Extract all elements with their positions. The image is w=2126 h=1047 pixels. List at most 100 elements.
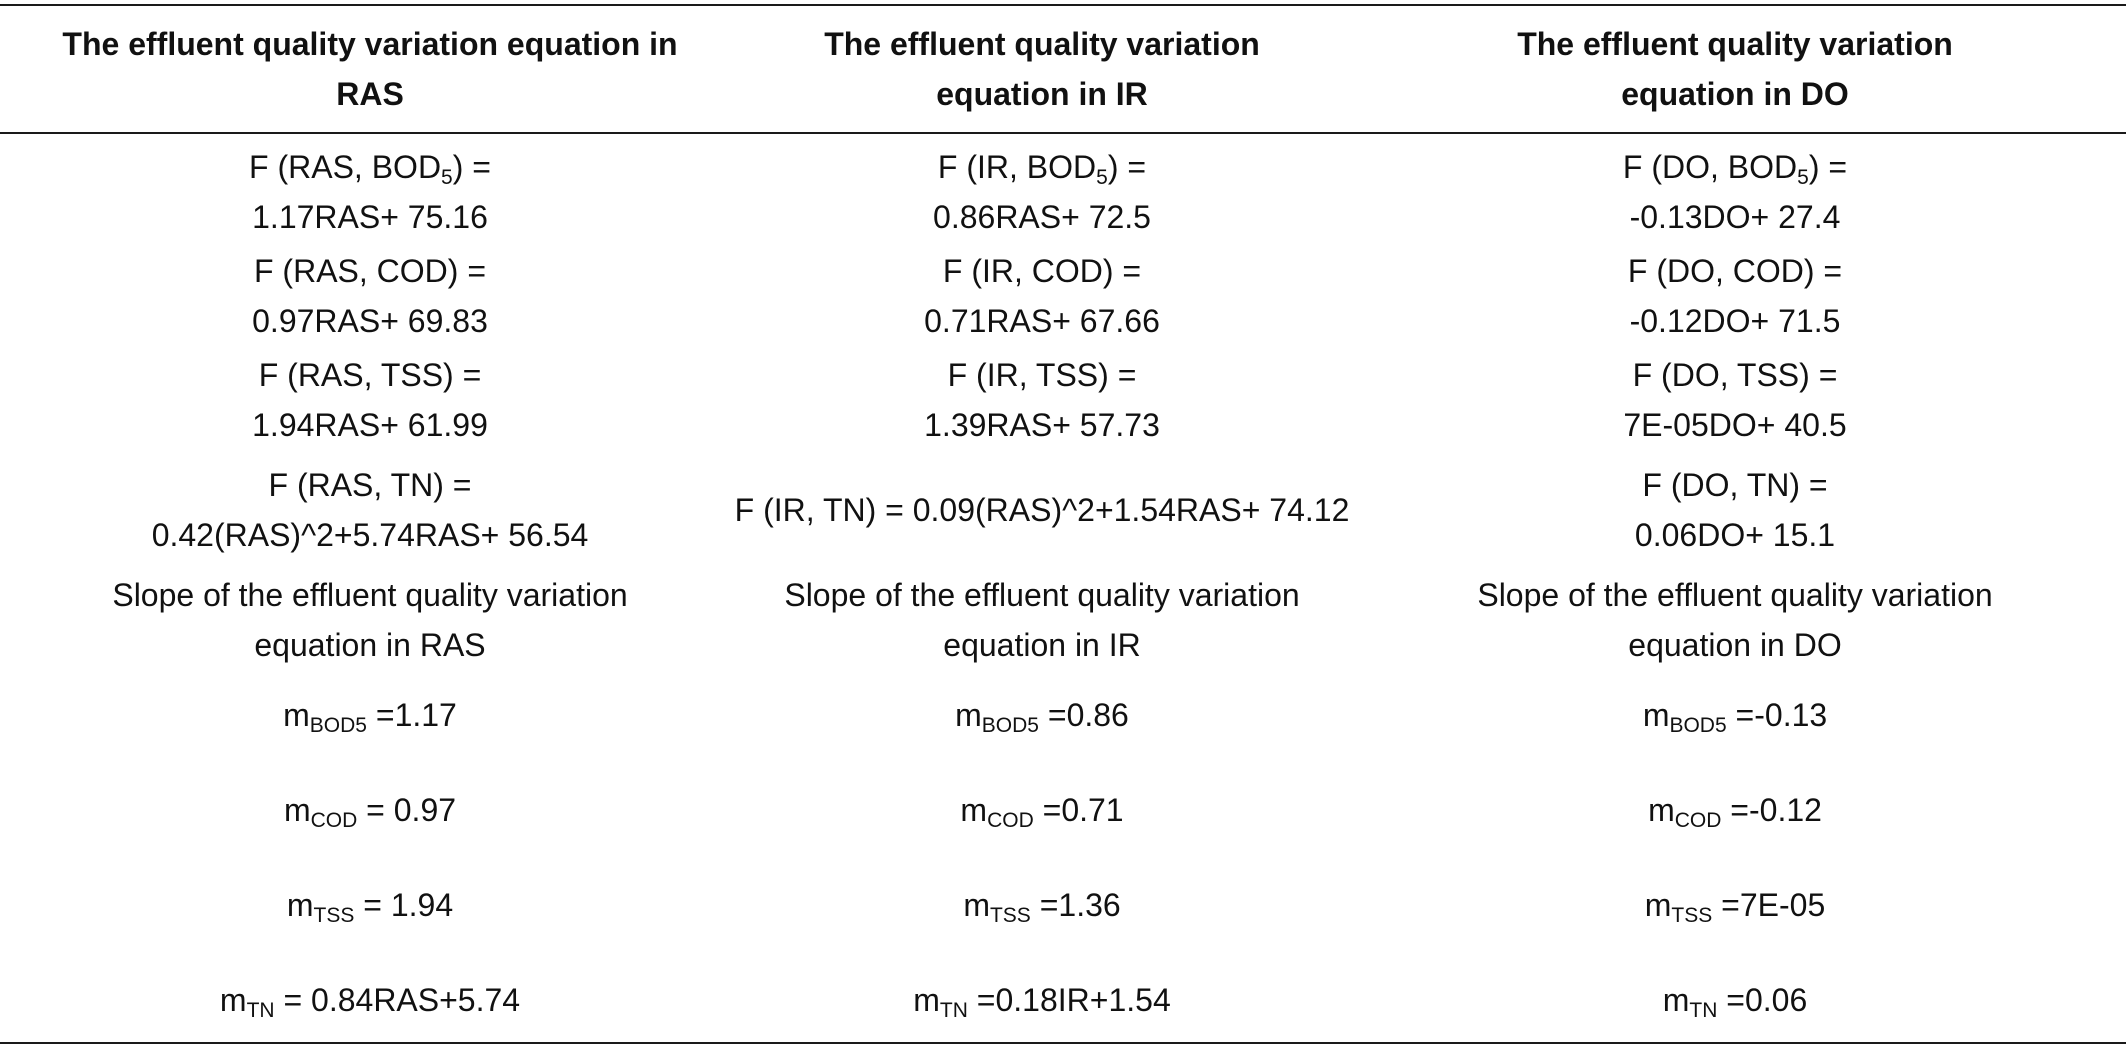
equation-rhs: 1.39RAS+ 57.73 (924, 407, 1160, 443)
slope-subscript: TN (939, 999, 968, 1022)
column-header-ir: The effluent quality variation equation … (740, 8, 1344, 130)
slope-subscript: COD (310, 809, 358, 832)
slope-symbol: m (1648, 792, 1675, 828)
equation-lhs: F (IR, COD) = (942, 253, 1142, 289)
column-header-ras-text: The effluent quality variation equation … (62, 26, 678, 112)
equation-rhs: 1.17RAS+ 75.16 (252, 199, 488, 235)
slope-cell-ras-tn: mTN = 0.84RAS+5.74 (0, 960, 740, 1040)
slope-subscript: COD (1674, 809, 1722, 832)
column-header-ir-text: The effluent quality variation equation … (824, 26, 1260, 112)
equation-cell-ir-tn: F (IR, TN) = 0.09(RAS)^2+1.54RAS+ 74.12 (735, 455, 1350, 565)
slope-value: mTN =0.06 (1663, 975, 1808, 1025)
slope-subscript: BOD5 (981, 714, 1039, 737)
equation-cell-ir-bod5: F (IR, BOD5) = 0.86RAS+ 72.5 (740, 140, 1344, 244)
slope-cell-ir-tss: mTSS =1.36 (740, 865, 1344, 945)
slope-symbol: m (960, 792, 988, 828)
equation-rhs: 0.86RAS+ 72.5 (933, 199, 1151, 235)
slope-number: =1.36 (1030, 887, 1121, 923)
slope-number: =0.86 (1038, 697, 1129, 733)
equation-lhs: F (RAS, COD) = (253, 253, 486, 289)
slope-subscript: COD (987, 809, 1034, 832)
equation-lhs: F (DO, TN) = (1642, 467, 1828, 503)
slope-symbol: m (286, 887, 314, 923)
equation-lhs: F (DO, BOD5) = (1623, 142, 1847, 192)
slope-cell-ras-tss: mTSS = 1.94 (0, 865, 740, 945)
table-top-rule (0, 4, 2126, 6)
equation-cell-ras-tss: F (RAS, TSS) = 1.94RAS+ 61.99 (0, 348, 740, 452)
slope-symbol: m (283, 697, 310, 733)
slope-header-ras: Slope of the effluent quality variation … (0, 565, 740, 675)
slope-value: mCOD =0.71 (960, 785, 1123, 835)
column-header-do: The effluent quality variation equation … (1344, 8, 2126, 130)
equation-cell-do-bod5: F (DO, BOD5) = -0.13DO+ 27.4 (1344, 140, 2126, 244)
slope-cell-ir-bod5: mBOD5 =0.86 (740, 675, 1344, 755)
slope-number: =0.18IR+1.54 (967, 982, 1171, 1018)
equation-lhs-subscript: 5 (1797, 166, 1809, 189)
slope-value: mTN = 0.84RAS+5.74 (220, 975, 520, 1025)
slope-number: = 0.84RAS+5.74 (274, 982, 521, 1018)
equation-cell-ir-tss: F (IR, TSS) = 1.39RAS+ 57.73 (740, 348, 1344, 452)
slope-symbol: m (1642, 697, 1670, 733)
slope-header-do-text: Slope of the effluent quality variation … (1477, 577, 1993, 663)
slope-subscript: TSS (313, 904, 355, 927)
slope-cell-ras-cod: mCOD = 0.97 (0, 770, 740, 850)
slope-value: mTSS = 1.94 (287, 880, 453, 930)
slope-cell-do-tn: mTN =0.06 (1344, 960, 2126, 1040)
slope-symbol: m (913, 982, 940, 1018)
slope-subscript: TN (1689, 999, 1718, 1022)
equation-lhs-tail: ) = (1808, 149, 1848, 185)
slope-value: mBOD5 =-0.13 (1643, 690, 1827, 740)
equation-rhs: -0.12DO+ 71.5 (1629, 303, 1841, 339)
equation-cell-do-tn: F (DO, TN) = 0.06DO+ 15.1 (1344, 455, 2126, 565)
equation-cell-do-cod: F (DO, COD) = -0.12DO+ 71.5 (1344, 244, 2126, 348)
slope-value: mBOD5 =1.17 (283, 690, 457, 740)
equation-cell-ras-cod: F (RAS, COD) = 0.97RAS+ 69.83 (0, 244, 740, 348)
equation-rhs: -0.13DO+ 27.4 (1629, 199, 1841, 235)
slope-cell-do-cod: mCOD =-0.12 (1344, 770, 2126, 850)
equation-lhs-text: F (DO, BOD (1622, 149, 1798, 185)
slope-number: =1.17 (366, 697, 457, 733)
equation-rhs: 0.42(RAS)^2+5.74RAS+ 56.54 (151, 517, 589, 553)
slope-header-ras-text: Slope of the effluent quality variation … (112, 577, 628, 663)
slope-value: mTSS =7E-05 (1645, 880, 1825, 930)
slope-symbol: m (955, 697, 982, 733)
slope-value: mCOD = 0.97 (284, 785, 456, 835)
slope-number: =-0.13 (1726, 697, 1828, 733)
equation-cell-ir-cod: F (IR, COD) = 0.71RAS+ 67.66 (740, 244, 1344, 348)
slope-symbol: m (219, 982, 247, 1018)
equation-lhs: F (DO, TSS) = (1632, 357, 1838, 393)
slope-symbol: m (1644, 887, 1672, 923)
slope-number: =0.71 (1033, 792, 1124, 828)
equation-lhs-subscript: 5 (1096, 166, 1108, 189)
slope-header-ir-text: Slope of the effluent quality variation … (784, 577, 1300, 663)
equation-cell-ras-tn: F (RAS, TN) = 0.42(RAS)^2+5.74RAS+ 56.54 (0, 455, 740, 565)
column-header-do-text: The effluent quality variation equation … (1517, 26, 1953, 112)
equation-lhs: F (RAS, BOD5) = (249, 142, 491, 192)
slope-number: = 0.97 (357, 792, 457, 828)
equation-rhs: 0.97RAS+ 69.83 (252, 303, 488, 339)
equation-lhs-tail: ) = (1107, 149, 1147, 185)
equation-lhs: F (DO, COD) = (1627, 253, 1843, 289)
slope-cell-ras-bod5: mBOD5 =1.17 (0, 675, 740, 755)
slope-subscript: TN (246, 999, 275, 1022)
equation-lhs: F (IR, BOD5) = (938, 142, 1146, 192)
slope-subscript: BOD5 (309, 714, 367, 737)
slope-number: =-0.12 (1721, 792, 1822, 828)
slope-subscript: TSS (1671, 904, 1713, 927)
table-bottom-rule (0, 1042, 2126, 1044)
equation-rhs: 7E-05DO+ 40.5 (1623, 407, 1847, 443)
equation-cell-do-tss: F (DO, TSS) = 7E-05DO+ 40.5 (1344, 348, 2126, 452)
slope-number: = 1.94 (354, 887, 454, 923)
equation-lhs-subscript: 5 (441, 166, 453, 189)
slope-header-do: Slope of the effluent quality variation … (1344, 565, 2126, 675)
slope-cell-ir-tn: mTN =0.18IR+1.54 (740, 960, 1344, 1040)
slope-cell-do-bod5: mBOD5 =-0.13 (1344, 675, 2126, 755)
equation-rhs: 0.06DO+ 15.1 (1634, 517, 1836, 553)
slope-header-ir: Slope of the effluent quality variation … (740, 565, 1344, 675)
slope-cell-do-tss: mTSS =7E-05 (1344, 865, 2126, 945)
equation-lhs-text: F (RAS, BOD (249, 149, 442, 185)
slope-number: =7E-05 (1712, 887, 1826, 923)
equation-lhs: F (RAS, TN) = (268, 467, 472, 503)
slope-cell-ir-cod: mCOD =0.71 (740, 770, 1344, 850)
slope-subscript: TSS (989, 904, 1031, 927)
